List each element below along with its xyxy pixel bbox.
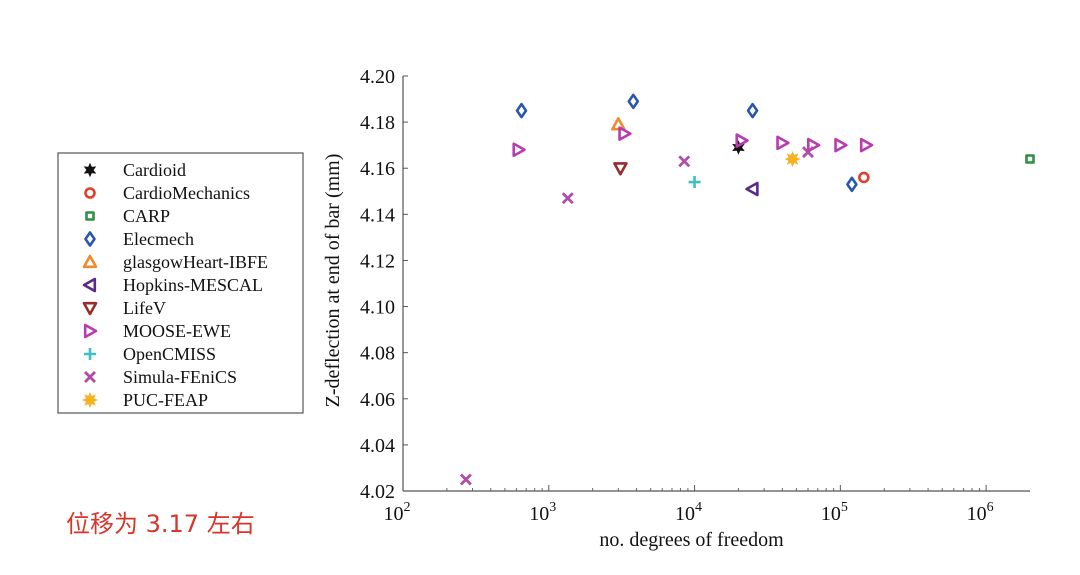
y-tick-label: 4.20 <box>360 66 395 88</box>
y-tick-label: 4.14 <box>360 204 395 226</box>
y-tick-label: 4.04 <box>360 435 395 457</box>
data-point-moose-ewe <box>735 133 749 148</box>
data-point-moose-ewe <box>776 135 790 151</box>
plot-area <box>459 93 1035 486</box>
legend-label-hopkins-mescal: Hopkins-MESCAL <box>123 275 263 295</box>
legend-label-carp: CARP <box>123 206 170 226</box>
legend-marker-cardioid <box>83 162 97 178</box>
x-tick-label: 103 <box>529 500 556 525</box>
legend-label-simula-fenics: Simula-FEniCS <box>123 367 237 387</box>
legend-marker-opencmiss <box>84 348 96 360</box>
data-point-moose-ewe <box>859 137 874 153</box>
y-tick-label: 4.18 <box>360 112 395 134</box>
legend-marker-cardiomechanics <box>84 187 96 199</box>
legend-label-lifev: LifeV <box>123 298 166 318</box>
data-point-moose-ewe <box>512 142 526 158</box>
data-point-moose-ewe <box>834 137 848 153</box>
data-point-simula-fenics <box>678 155 691 168</box>
x-tick-label: 106 <box>967 500 994 525</box>
legend-marker-carp <box>85 211 95 221</box>
legend-marker-moose-ewe <box>83 323 98 339</box>
legend-marker-puc-feap <box>81 391 99 409</box>
y-tick-label: 4.16 <box>360 158 395 180</box>
y-tick-label: 4.08 <box>360 343 395 365</box>
data-point-elecmech <box>746 102 759 119</box>
annotation-note: 位移为 3.17 左右 <box>66 510 255 538</box>
x-tick-label: 102 <box>384 500 411 525</box>
data-point-simula-fenics <box>561 192 574 205</box>
data-point-simula-fenics <box>802 146 814 159</box>
legend: Cardioid CardioMechanics CARP Elecmech glasg… <box>57 152 304 414</box>
data-point-moose-ewe <box>618 126 632 141</box>
legend-label-elecmech: Elecmech <box>123 229 194 249</box>
x-tick-label: 104 <box>675 500 702 525</box>
data-point-elecmech <box>846 176 858 193</box>
legend-label-glasgowheart-ibfe: glasgowHeart-IBFE <box>123 252 268 272</box>
data-point-carp <box>1025 154 1035 164</box>
legend-marker-simula-fenics <box>84 371 96 383</box>
legend-label-moose-ewe: MOOSE-EWE <box>123 321 231 341</box>
x-tick-label: 105 <box>821 500 848 525</box>
data-point-lifev <box>613 162 628 176</box>
legend-label-opencmiss: OpenCMISS <box>123 344 216 364</box>
data-point-cardioid <box>732 140 745 155</box>
legend-label-cardiomechanics: CardioMechanics <box>123 183 250 203</box>
y-axis-title: Z-deflection at end of bar (mm) <box>322 154 344 408</box>
legend-marker-elecmech <box>84 231 96 247</box>
data-point-simula-fenics <box>459 473 472 486</box>
legend-marker-glasgowheart-ibfe <box>82 254 98 269</box>
x-axis-title: no. degrees of freedom <box>599 529 784 551</box>
legend-box <box>57 152 304 414</box>
legend-marker-lifev <box>82 301 98 316</box>
legend-marker-hopkins-mescal <box>82 277 97 293</box>
y-tick-label: 4.10 <box>360 297 395 319</box>
data-point-elecmech <box>627 93 640 110</box>
data-point-puc-feap <box>784 150 801 168</box>
axes: 4.02 4.04 4.06 4.08 4.10 4.12 4.14 4.16 4.18 4.20… <box>360 66 1030 525</box>
data-point-cardiomechanics <box>858 171 870 184</box>
legend-label-puc-feap: PUC-FEAP <box>123 390 208 410</box>
data-point-hopkins-mescal <box>745 181 759 197</box>
data-point-elecmech <box>515 102 528 119</box>
legend-label-cardioid: Cardioid <box>123 160 186 180</box>
data-point-opencmiss <box>688 176 701 189</box>
y-tick-label: 4.02 <box>360 481 395 503</box>
y-tick-label: 4.12 <box>360 250 395 272</box>
y-tick-label: 4.06 <box>360 389 395 411</box>
